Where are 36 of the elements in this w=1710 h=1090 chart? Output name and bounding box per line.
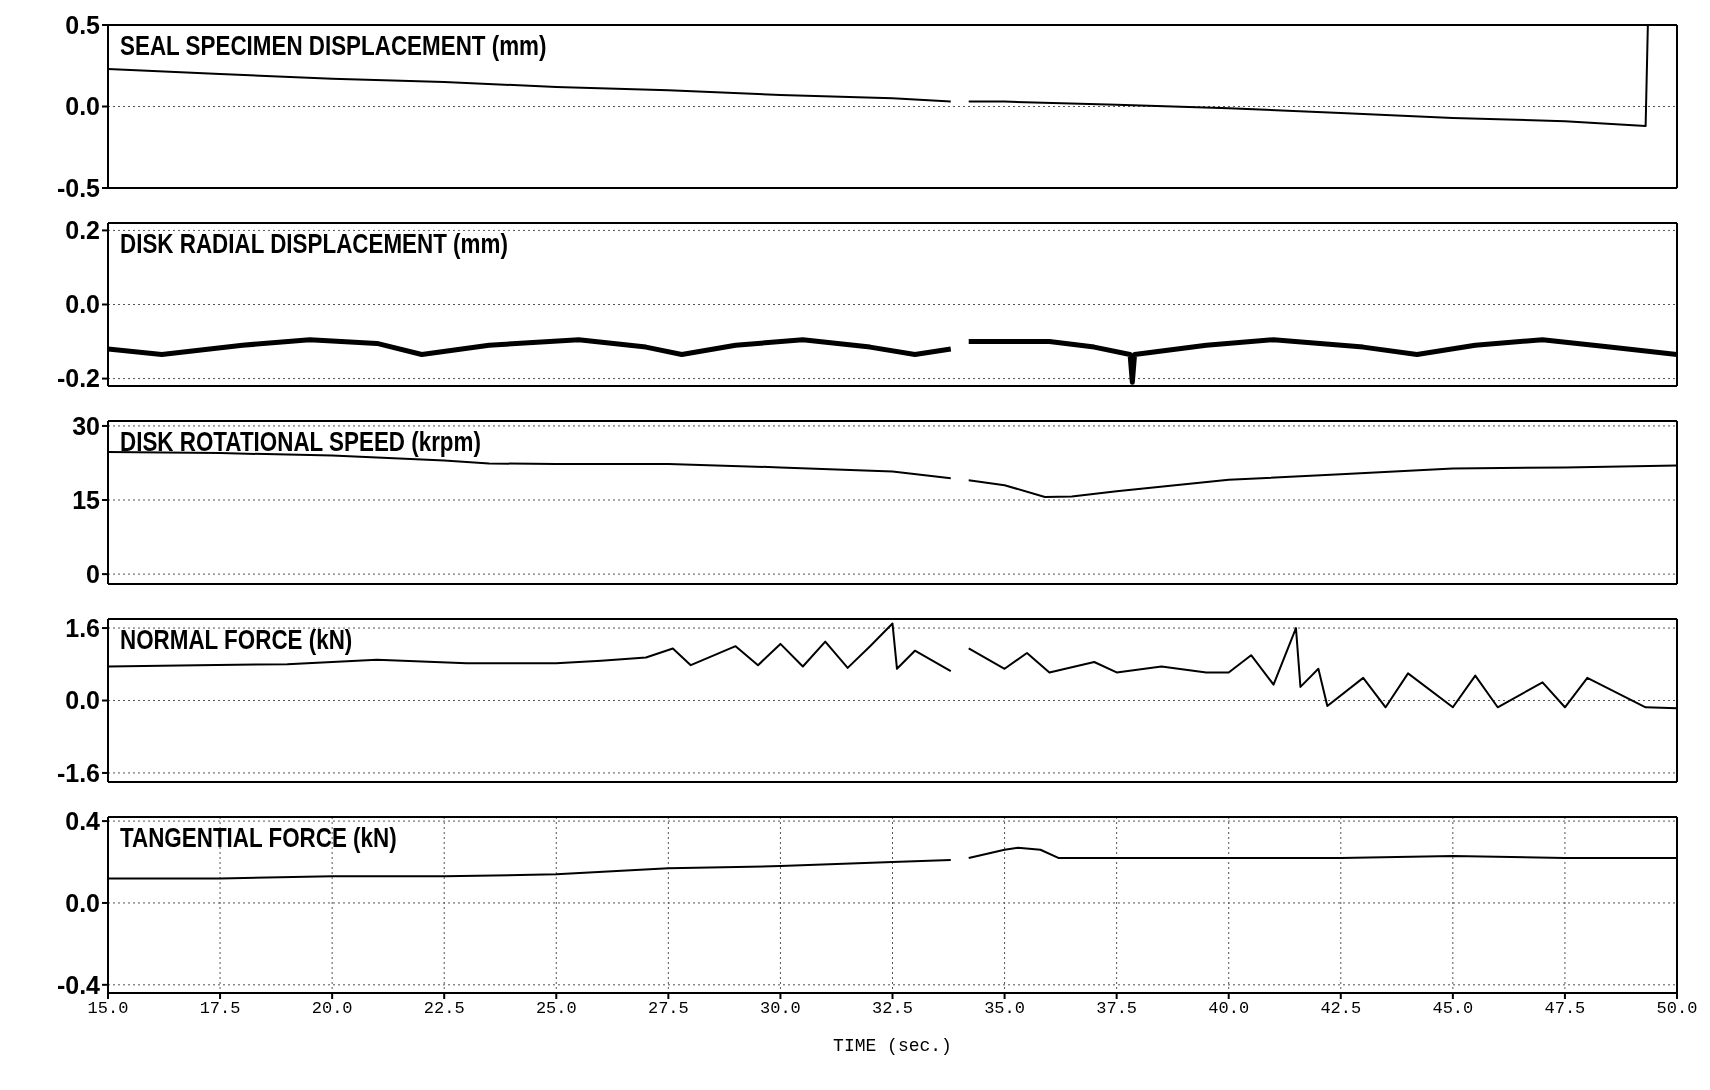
x-tick-label: 17.5 xyxy=(199,999,241,1019)
y-tick-label: 0 xyxy=(86,560,100,588)
chart-title: DISK ROTATIONAL SPEED (krpm) xyxy=(120,426,481,458)
chart-title: DISK RADIAL DISPLACEMENT (mm) xyxy=(120,228,508,260)
x-tick-label: 37.5 xyxy=(1096,999,1138,1019)
chart-title: SEAL SPECIMEN DISPLACEMENT (mm) xyxy=(120,30,547,62)
chart-title: TANGENTIAL FORCE (kN) xyxy=(120,822,397,854)
y-tick-label: -1.6 xyxy=(56,758,100,787)
x-tick-label: 32.5 xyxy=(872,999,913,1019)
x-tick-label: 30.0 xyxy=(760,999,801,1019)
y-tick-label: -0.4 xyxy=(56,970,101,999)
y-tick-label: 0.0 xyxy=(65,686,100,715)
y-tick-label: 0.5 xyxy=(65,10,101,39)
x-tick-label: 45.0 xyxy=(1432,999,1474,1019)
y-tick-label: 15 xyxy=(72,485,101,514)
x-tick-label: 15.0 xyxy=(87,999,129,1019)
x-tick-label: 47.5 xyxy=(1544,999,1586,1019)
y-tick-label: -0.5 xyxy=(56,173,101,202)
x-tick-label: 35.0 xyxy=(984,999,1025,1019)
x-tick-label: 22.5 xyxy=(423,999,465,1019)
y-tick-label: 0.0 xyxy=(65,92,100,121)
x-tick-label: 42.5 xyxy=(1320,999,1362,1019)
x-tick-label: 40.0 xyxy=(1208,999,1250,1019)
y-tick-label: 0.0 xyxy=(65,290,100,319)
x-tick-label: 27.5 xyxy=(647,999,689,1019)
y-tick-label: 0.4 xyxy=(65,806,101,835)
y-tick-label: -0.2 xyxy=(56,364,100,393)
x-axis-title: TIME (sec.) xyxy=(833,1036,952,1056)
x-tick-label: 50.0 xyxy=(1656,999,1698,1019)
y-tick-label: 1.6 xyxy=(65,613,100,642)
x-tick-label: 25.0 xyxy=(535,999,577,1019)
y-tick-label: 30 xyxy=(72,411,100,440)
y-tick-label: 0.2 xyxy=(65,216,100,245)
x-tick-label: 20.0 xyxy=(311,999,353,1019)
chart-title: NORMAL FORCE (kN) xyxy=(120,624,353,656)
y-tick-label: 0.0 xyxy=(65,888,100,917)
